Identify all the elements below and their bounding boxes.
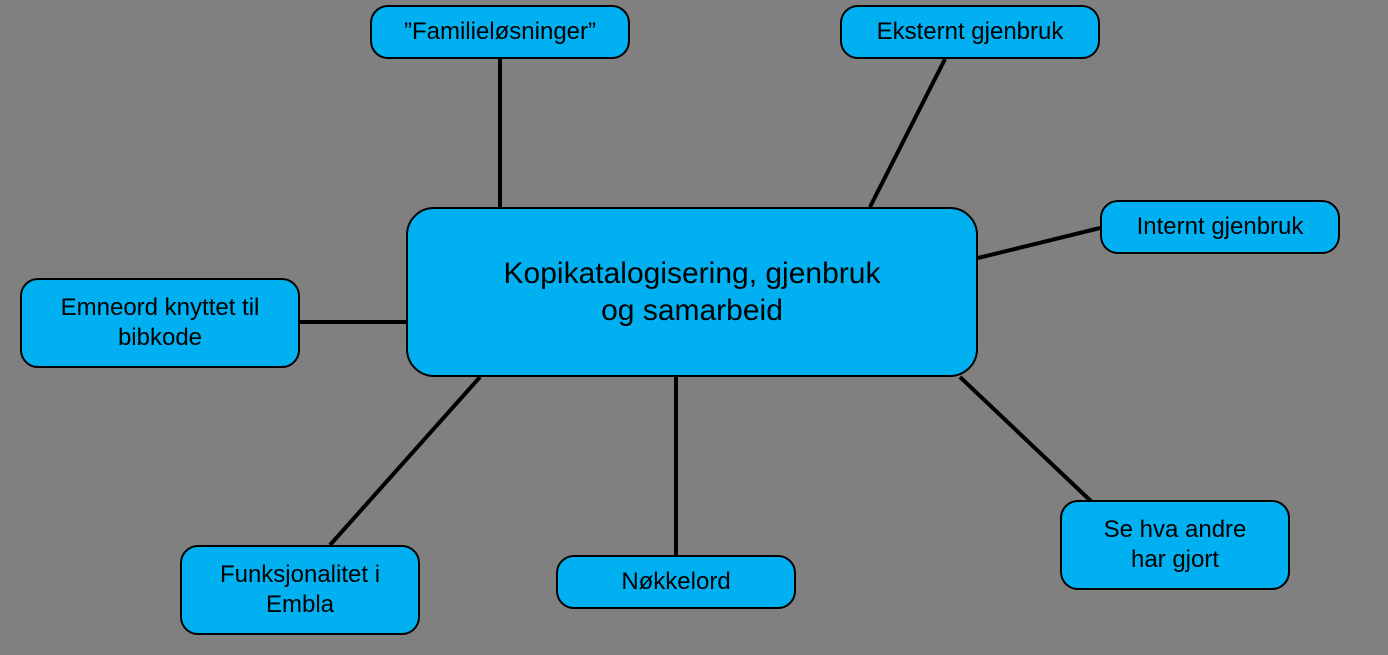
node-label-internt: Internt gjenbruk <box>1137 212 1304 242</box>
node-eksternt: Eksternt gjenbruk <box>840 5 1100 59</box>
node-familielosninger: ”Familieløsninger” <box>370 5 630 59</box>
node-label-eksternt: Eksternt gjenbruk <box>877 17 1064 47</box>
node-center: Kopikatalogisering, gjenbruk og samarbei… <box>406 207 978 377</box>
edge-eksternt <box>870 59 945 207</box>
edge-funksjonalitet <box>330 377 480 545</box>
edge-sehva <box>960 377 1095 505</box>
node-label-sehva: Se hva andre har gjort <box>1104 515 1247 575</box>
node-label-nokkelord: Nøkkelord <box>621 567 730 597</box>
edge-internt <box>978 228 1100 258</box>
node-label-emneord: Emneord knyttet til bibkode <box>61 293 260 353</box>
node-nokkelord: Nøkkelord <box>556 555 796 609</box>
node-sehva: Se hva andre har gjort <box>1060 500 1290 590</box>
node-label-center: Kopikatalogisering, gjenbruk og samarbei… <box>504 255 881 330</box>
node-funksjonalitet: Funksjonalitet i Embla <box>180 545 420 635</box>
mindmap-stage: Kopikatalogisering, gjenbruk og samarbei… <box>0 0 1388 655</box>
node-internt: Internt gjenbruk <box>1100 200 1340 254</box>
node-emneord: Emneord knyttet til bibkode <box>20 278 300 368</box>
node-label-funksjonalitet: Funksjonalitet i Embla <box>220 560 380 620</box>
node-label-familielosninger: ”Familieløsninger” <box>404 17 596 47</box>
